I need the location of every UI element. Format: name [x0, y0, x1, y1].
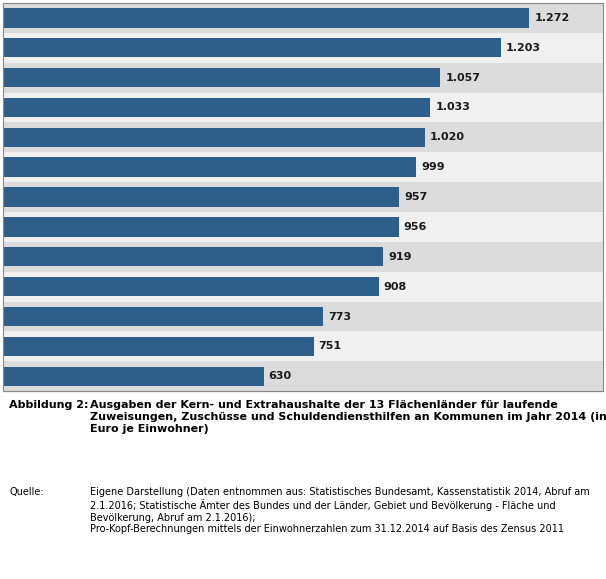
- Bar: [3, 307, 323, 326]
- Text: 1.272: 1.272: [534, 13, 570, 23]
- Bar: [3, 33, 603, 63]
- Bar: [3, 361, 603, 391]
- Bar: [3, 217, 399, 237]
- Text: 999: 999: [421, 162, 445, 172]
- Bar: [3, 242, 603, 272]
- Bar: [3, 157, 416, 177]
- Text: 630: 630: [268, 371, 291, 381]
- Bar: [3, 272, 603, 302]
- Text: Quelle:: Quelle:: [9, 488, 44, 497]
- Bar: [3, 367, 264, 386]
- Text: 908: 908: [384, 281, 407, 292]
- Text: 956: 956: [404, 222, 427, 232]
- Bar: [3, 277, 379, 296]
- Bar: [3, 127, 425, 147]
- Bar: [3, 68, 441, 87]
- Bar: [3, 122, 603, 152]
- Text: 919: 919: [388, 252, 411, 262]
- Bar: [3, 38, 501, 57]
- Bar: [3, 302, 603, 331]
- Bar: [3, 188, 399, 207]
- Bar: [3, 98, 430, 117]
- Bar: [3, 336, 314, 356]
- Text: 751: 751: [319, 342, 342, 351]
- Text: 1.057: 1.057: [445, 72, 481, 83]
- Text: 1.020: 1.020: [430, 133, 465, 142]
- Bar: [3, 93, 603, 122]
- Text: Eigene Darstellung (Daten entnommen aus: Statistisches Bundesamt, Kassenstatisti: Eigene Darstellung (Daten entnommen aus:…: [90, 488, 590, 534]
- Text: 1.203: 1.203: [506, 43, 541, 53]
- Bar: [3, 182, 603, 212]
- Bar: [3, 152, 603, 182]
- Text: 957: 957: [404, 192, 427, 202]
- Text: Ausgaben der Kern- und Extrahaushalte der 13 Flächenländer für laufende
Zuweisun: Ausgaben der Kern- und Extrahaushalte de…: [90, 401, 606, 434]
- Bar: [3, 331, 603, 361]
- Text: 773: 773: [328, 312, 351, 321]
- Bar: [3, 3, 603, 33]
- Bar: [3, 8, 529, 28]
- Bar: [3, 63, 603, 93]
- Text: Abbildung 2:: Abbildung 2:: [9, 401, 88, 411]
- Bar: [3, 247, 383, 266]
- Bar: [3, 212, 603, 242]
- Text: 1.033: 1.033: [435, 102, 470, 112]
